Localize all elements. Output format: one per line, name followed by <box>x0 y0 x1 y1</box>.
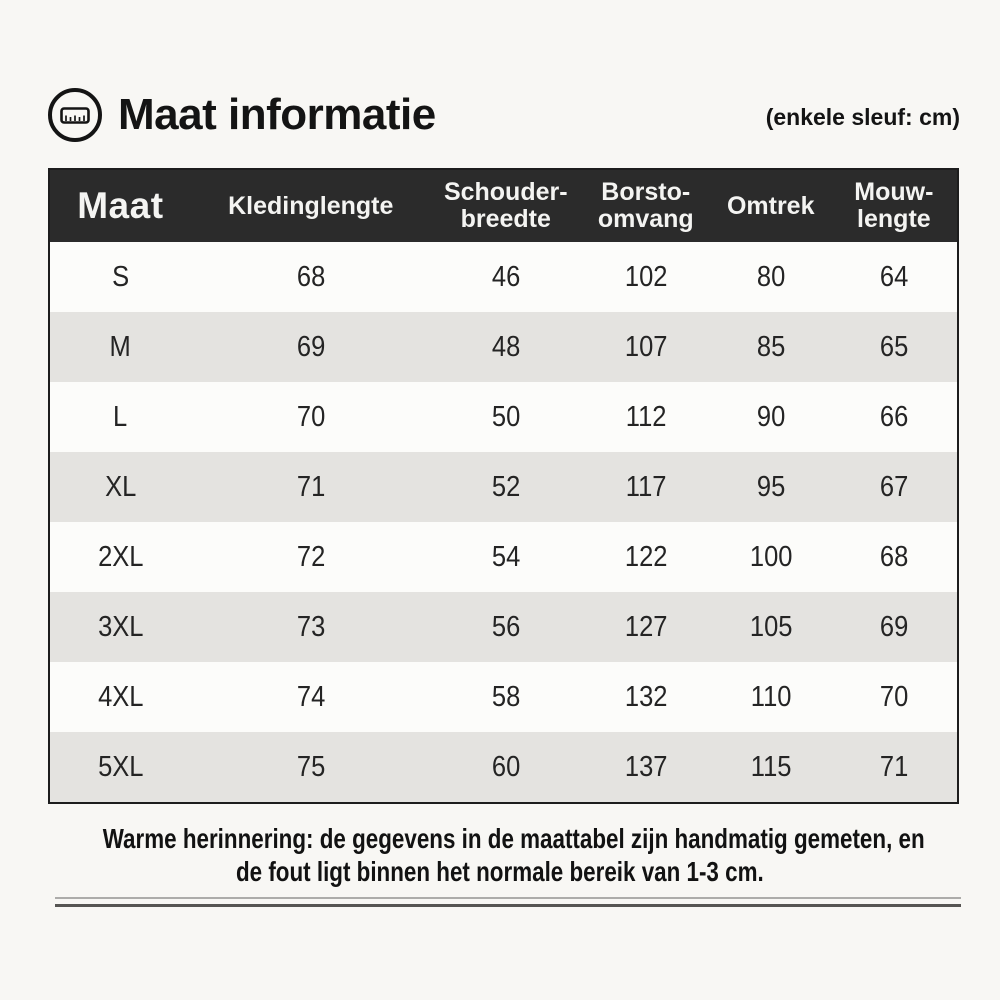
table-row-5xl: 5XL 75 60 137 115 71 <box>49 732 958 803</box>
ruler-icon <box>48 88 102 142</box>
column-header-mouw: Mouw- lengte <box>830 169 958 242</box>
measurement-value-cell: 102 <box>624 260 668 293</box>
measurement-note: Warme herinnering: de gegevens in de maa… <box>0 822 1000 888</box>
measurement-value-cell: 58 <box>491 680 520 713</box>
measurement-value-cell: 112 <box>625 400 667 433</box>
table-row-xl: XL 71 52 117 95 67 <box>49 452 958 522</box>
table-row-l: L 70 50 112 90 66 <box>49 382 958 452</box>
measurement-value-cell: 75 <box>296 750 325 783</box>
measurement-value-cell: 70 <box>879 680 909 713</box>
measurement-value-cell: 50 <box>491 400 520 433</box>
size-label-cell: 5XL <box>97 750 144 783</box>
measurement-value-cell: 90 <box>756 400 785 433</box>
size-label-cell: S <box>111 260 129 293</box>
size-table: Maat Kledinglengte Schouder- breedte Borsto… <box>48 168 959 804</box>
measurement-value-cell: 72 <box>296 540 325 573</box>
measurement-value-cell: 105 <box>749 610 793 643</box>
table-row-4xl: 4XL 74 58 132 110 70 <box>49 662 958 732</box>
measurement-value-cell: 68 <box>296 260 325 293</box>
column-header-schouder: Schouder- breedte <box>430 169 581 242</box>
measurement-value-cell: 137 <box>624 750 668 783</box>
size-label-cell: 2XL <box>97 540 144 573</box>
measurement-value-cell: 52 <box>491 470 520 503</box>
measurement-value-cell: 56 <box>491 610 520 643</box>
title-row: Maat informatie (enkele sleuf: cm) <box>48 88 960 142</box>
measurement-value-cell: 66 <box>879 400 909 433</box>
column-header-borsto: Borsto- omvang <box>580 169 711 242</box>
measurement-value-cell: 122 <box>624 540 668 573</box>
measurement-value-cell: 69 <box>296 330 325 363</box>
measurement-value-cell: 71 <box>879 750 909 783</box>
size-label-cell: 3XL <box>97 610 144 643</box>
measurement-value-cell: 54 <box>491 540 520 573</box>
measurement-value-cell: 68 <box>879 540 909 573</box>
measurement-value-cell: 117 <box>625 470 667 503</box>
measurement-value-cell: 127 <box>624 610 668 643</box>
measurement-value-cell: 65 <box>879 330 909 363</box>
measurement-value-cell: 69 <box>879 610 909 643</box>
measurement-value-cell: 74 <box>296 680 325 713</box>
column-header-maat: Maat <box>49 169 191 242</box>
measurement-value-cell: 132 <box>624 680 668 713</box>
measurement-note-line2: de fout ligt binnen het normale bereik v… <box>236 856 764 887</box>
measurement-value-cell: 100 <box>749 540 793 573</box>
page-title: Maat informatie <box>118 90 436 139</box>
table-row-2xl: 2XL 72 54 122 100 68 <box>49 522 958 592</box>
table-header-row: Maat Kledinglengte Schouder- breedte Borsto… <box>49 169 958 242</box>
bottom-divider <box>55 897 961 907</box>
measurement-value-cell: 46 <box>491 260 520 293</box>
measurement-value-cell: 60 <box>491 750 520 783</box>
measurement-value-cell: 115 <box>750 750 792 783</box>
measurement-value-cell: 80 <box>756 260 785 293</box>
measurement-value-cell: 95 <box>756 470 785 503</box>
size-label-cell: L <box>113 400 128 433</box>
measurement-value-cell: 48 <box>491 330 520 363</box>
measurement-value-cell: 73 <box>296 610 325 643</box>
table-row-m: M 69 48 107 85 65 <box>49 312 958 382</box>
size-label-cell: 4XL <box>97 680 144 713</box>
measurement-value-cell: 70 <box>296 400 325 433</box>
measurement-value-cell: 107 <box>624 330 668 363</box>
size-label-cell: XL <box>104 470 137 503</box>
size-label-cell: M <box>109 330 132 363</box>
column-header-kledinglengte: Kledinglengte <box>190 169 431 242</box>
measurement-value-cell: 71 <box>296 470 325 503</box>
measurement-note-line1: Warme herinnering: de gegevens in de maa… <box>102 823 925 854</box>
measurement-value-cell: 110 <box>750 680 792 713</box>
unit-note: (enkele sleuf: cm) <box>765 103 960 130</box>
table-row-3xl: 3XL 73 56 127 105 69 <box>49 592 958 662</box>
measurement-value-cell: 85 <box>756 330 785 363</box>
column-header-omtrek: Omtrek <box>710 169 831 242</box>
size-table-body: S 68 46 102 80 64 M 69 48 107 85 65 L 70 50 112 90 66 XL 71… <box>49 242 958 803</box>
measurement-value-cell: 64 <box>879 260 909 293</box>
measurement-value-cell: 67 <box>879 470 909 503</box>
table-row-s: S 68 46 102 80 64 <box>49 242 958 312</box>
